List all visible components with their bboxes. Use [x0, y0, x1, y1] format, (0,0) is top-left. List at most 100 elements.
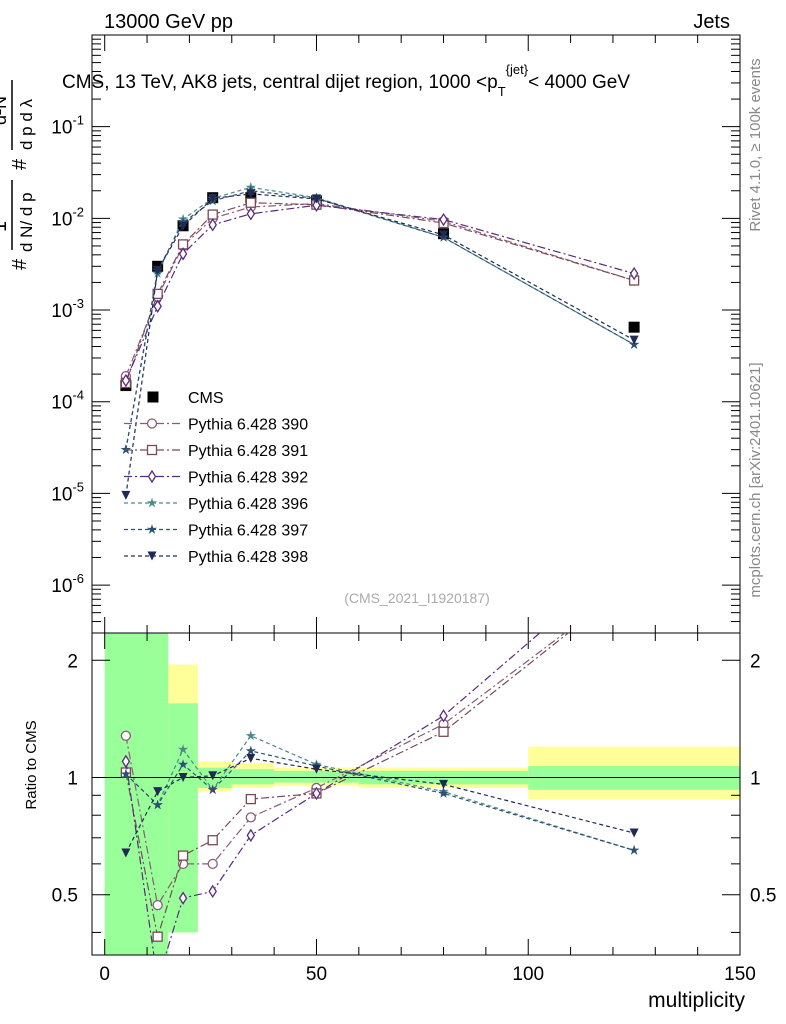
marker-star: [177, 744, 189, 754]
marker-diamond: [246, 207, 256, 221]
y-tick-label: 10-3: [51, 296, 84, 322]
svg-text:d²N: d²N: [0, 96, 10, 125]
series-main-1: [120, 197, 640, 389]
marker-circle: [245, 812, 256, 823]
marker-diamond: [147, 469, 157, 484]
legend-label-data: CMS: [188, 390, 224, 407]
y-tick-label: 10-1: [51, 113, 84, 139]
series-ratio-5: [121, 753, 639, 858]
marker-square: [152, 288, 163, 300]
marker-data-square: [628, 321, 640, 333]
ratio-line: [125, 734, 635, 851]
ratio-y-tick-label: 2: [67, 651, 78, 672]
marker-square: [146, 444, 158, 456]
marker-circle: [120, 730, 132, 741]
marker-diamond: [631, 546, 638, 557]
x-axis-label: multiplicity: [648, 989, 745, 1012]
ratio-line: [125, 633, 566, 907]
marker-triangle: [178, 772, 188, 782]
marker-star: [146, 524, 158, 534]
legend-label: Pythia 6.428 397: [188, 523, 308, 540]
marker-data-square: [147, 391, 159, 403]
marker-circle: [152, 900, 163, 911]
marker-triangle: [439, 779, 449, 789]
marker-square: [207, 835, 218, 846]
marker-star: [245, 745, 256, 756]
legend-label: Pythia 6.428 398: [188, 549, 308, 566]
x-tick-label: 0: [99, 964, 110, 985]
marker-triangle: [147, 551, 157, 561]
band-inner: [104, 633, 148, 955]
marker-star: [438, 788, 449, 798]
analysis-id: (CMS_2021_I1920187): [344, 590, 490, 606]
series-line: [125, 204, 635, 381]
marker-triangle: [153, 787, 163, 797]
series-main-3: [120, 181, 640, 454]
marker-circle: [630, 576, 639, 585]
marker-triangle: [439, 230, 449, 240]
marker-diamond: [208, 884, 217, 899]
series-line: [125, 186, 635, 450]
band-inner: [274, 770, 359, 783]
header-process: 13000 GeV pp: [104, 11, 233, 33]
y-tick-label: 10-5: [51, 479, 84, 505]
main-ylabel: # d N/ d p 1 # d p d λ d²N #: [0, 80, 36, 270]
marker-diamond: [312, 786, 321, 801]
marker-square: [177, 850, 189, 861]
main-panel-frame: [91, 34, 741, 634]
marker-diamond: [439, 709, 448, 723]
svg-text:#: #: [9, 258, 31, 270]
marker-triangle: [246, 753, 256, 763]
series-main-5: [121, 189, 639, 500]
mcplots-label: mcplots.cern.ch [arXiv:2401.10621]: [747, 362, 764, 597]
series-line: [125, 190, 635, 450]
ratio-y-tick-label: 1: [67, 768, 78, 789]
mc-series: [120, 181, 640, 955]
ratio-y-tick-label-right: 1: [750, 768, 761, 789]
marker-square: [438, 726, 449, 737]
marker-triangle: [629, 335, 639, 345]
marker-square: [630, 576, 639, 585]
cms-data: [120, 192, 640, 392]
svg-text:1: 1: [0, 221, 11, 232]
marker-star: [629, 844, 640, 855]
ratio-line: [125, 757, 635, 854]
marker-diamond: [312, 198, 321, 212]
legend-label: Pythia 6.428 392: [188, 470, 308, 487]
series-ratio-2: [121, 546, 638, 955]
marker-circle: [146, 418, 158, 429]
ratio-uncertainty-bands: [92, 633, 740, 955]
ratio-y-tick-label-right: 2: [750, 651, 761, 672]
series-ratio-0: [120, 576, 639, 911]
ratio-line: [125, 633, 541, 955]
marker-square: [245, 197, 256, 208]
legend-label: Pythia 6.428 396: [188, 496, 308, 513]
series-main-2: [121, 198, 639, 388]
marker-star: [245, 730, 256, 741]
series-line: [125, 202, 635, 384]
legend: CMS Pythia 6.428 390 Pythia 6.428 391 Pythi…: [124, 390, 308, 566]
marker-square: [207, 209, 218, 220]
marker-diamond: [121, 754, 131, 769]
ratio-ylabel: Ratio to CMS: [23, 720, 40, 809]
marker-triangle: [208, 771, 218, 781]
marker-triangle: [629, 828, 639, 838]
marker-diamond: [178, 891, 188, 905]
marker-square: [245, 793, 256, 805]
y-tick-label: 10-6: [51, 571, 84, 597]
marker-triangle: [121, 848, 131, 858]
marker-diamond: [439, 212, 448, 227]
marker-diamond: [153, 299, 162, 313]
svg-text:d p d λ: d p d λ: [17, 98, 36, 150]
ratio-y-tick-label-right: 0.5: [750, 886, 776, 907]
marker-diamond: [121, 373, 131, 388]
ratio-line: [125, 633, 570, 937]
marker-square: [152, 931, 163, 942]
rivet-version-label: Rivet 4.1.0, ≥ 100k events: [747, 58, 764, 231]
marker-triangle: [178, 221, 188, 231]
ratio-line: [125, 750, 635, 851]
x-tick-label: 100: [512, 964, 544, 985]
y-tick-label: 10-4: [51, 388, 84, 414]
chart-title: CMS, 13 TeV, AK8 jets, central dijet reg…: [62, 62, 630, 99]
